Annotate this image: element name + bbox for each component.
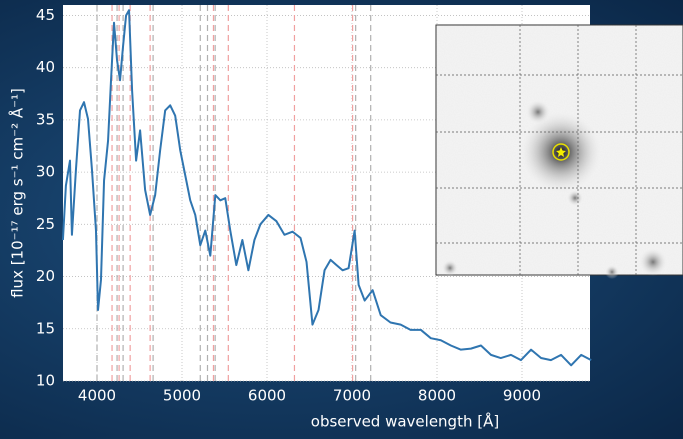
y-tick-label: 10 [36,372,55,390]
y-tick-label: 30 [36,163,55,181]
x-axis-label: observed wavelength [Å] [311,412,499,431]
x-tick-label: 6000 [248,387,286,405]
y-tick-label: 40 [36,58,55,76]
x-tick-label: 4000 [78,387,116,405]
y-tick-label: 15 [36,319,55,337]
y-tick-label: 45 [36,6,55,24]
chart: observed wavelength [Å] flux [10⁻¹⁷ erg … [0,0,683,435]
x-tick-label: 7000 [333,387,371,405]
y-tick-label: 20 [36,267,55,285]
y-tick-label: 35 [36,110,55,128]
y-tick-label: 25 [36,215,55,233]
page: observed wavelength [Å] flux [10⁻¹⁷ erg … [0,0,683,435]
x-tick-label: 8000 [418,387,456,405]
x-tick-label: 9000 [503,387,541,405]
inset-image [436,25,683,279]
y-axis-label: flux [10⁻¹⁷ erg s⁻¹ cm⁻² Å⁻¹] [8,88,27,298]
x-tick-label: 5000 [163,387,201,405]
